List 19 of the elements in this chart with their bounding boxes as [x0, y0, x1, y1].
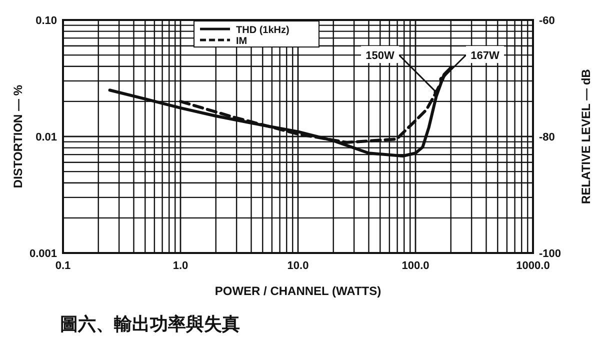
- x-tick-label: 1.0: [172, 260, 188, 272]
- legend-label: IM: [236, 36, 248, 47]
- y2-tick-label: -80: [539, 132, 555, 144]
- annotation: 167W: [470, 50, 500, 62]
- x-tick-label: 10.0: [287, 260, 309, 272]
- x-tick-label: 100.0: [402, 260, 430, 272]
- legend-label: THD (1kHz): [236, 25, 290, 36]
- y2-axis-title: RELATIVE LEVEL — dB: [579, 68, 593, 204]
- y2-tick-label: -100: [539, 248, 562, 260]
- text: 圖六、輸出功率與失真: [60, 314, 240, 334]
- y-axis-title: DISTORTION — %: [11, 84, 25, 188]
- y-tick-label: 0.01: [36, 132, 57, 144]
- x-axis-title: POWER / CHANNEL (WATTS): [214, 284, 382, 298]
- y-tick-label: 0.001: [29, 248, 57, 260]
- annotation: 150W: [366, 50, 395, 62]
- x-tick-label: 0.1: [55, 260, 71, 272]
- y2-tick-label: -60: [539, 15, 555, 27]
- x-tick-label: 1000.0: [516, 260, 550, 272]
- y-tick-label: 0.10: [36, 15, 57, 27]
